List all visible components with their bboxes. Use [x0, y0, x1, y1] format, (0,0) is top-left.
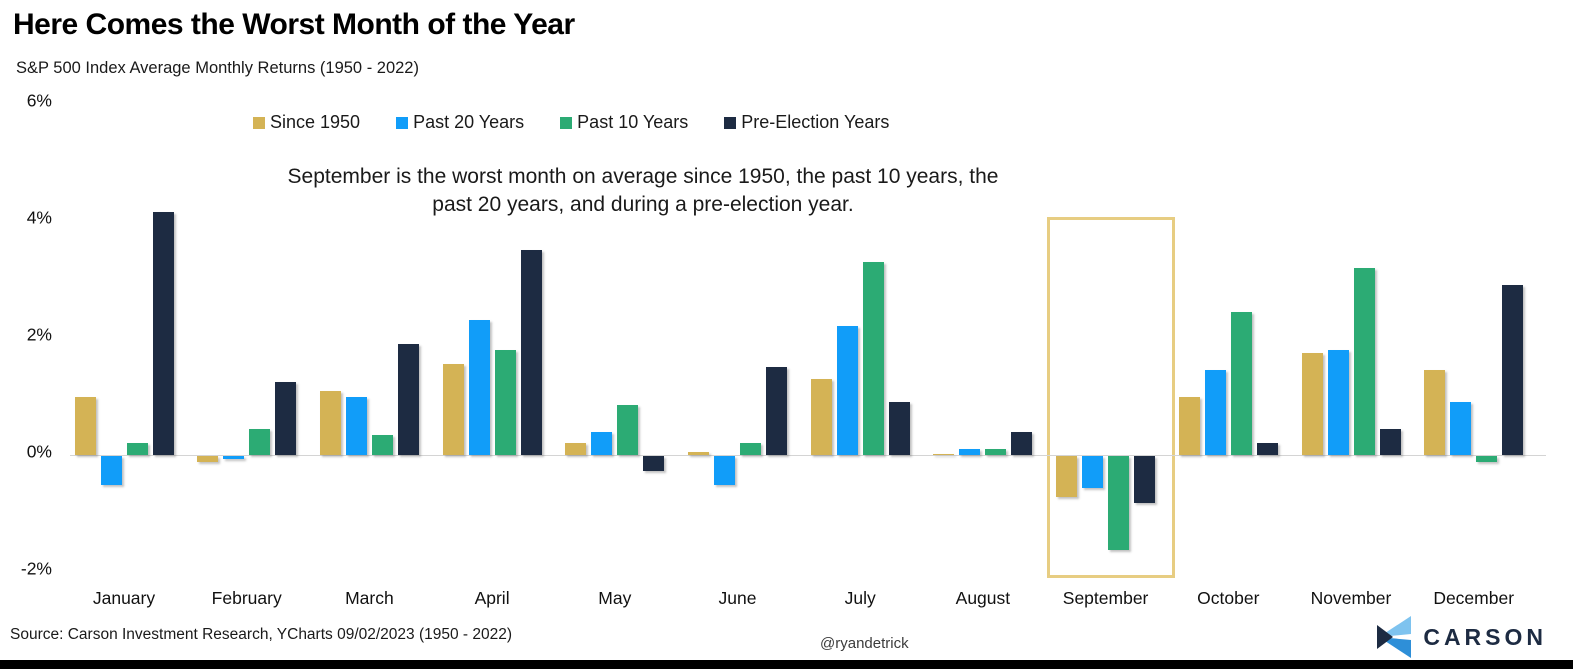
- bar-past-20-years-august: [959, 449, 981, 455]
- y-axis-tick--2-: -2%: [20, 558, 52, 579]
- bar-pre-election-years-july: [888, 402, 910, 455]
- x-axis-label-october: October: [1197, 588, 1260, 608]
- september-highlight-box: [1047, 217, 1175, 578]
- legend-item-pre-election-years: Pre-Election Years: [724, 112, 889, 133]
- bar-past-10-years-december: [1476, 456, 1498, 462]
- bar-past-20-years-april: [468, 320, 490, 455]
- bar-pre-election-years-january: [152, 212, 174, 455]
- bar-past-20-years-january: [100, 456, 122, 486]
- legend-swatch-icon: [560, 116, 573, 129]
- x-axis-label-may: May: [598, 588, 632, 608]
- bar-past-10-years-january: [126, 443, 148, 455]
- bar-past-10-years-september: [1108, 456, 1130, 550]
- x-axis-label-june: June: [718, 588, 757, 608]
- bar-past-10-years-june: [740, 443, 761, 455]
- x-axis-label-march: March: [345, 588, 394, 608]
- bar-since-1950-september: [1056, 456, 1078, 497]
- author-handle: @ryandetrick: [820, 635, 909, 652]
- bar-pre-election-years-december: [1502, 285, 1524, 455]
- bar-since-1950-march: [319, 390, 341, 455]
- bar-pre-election-years-june: [766, 367, 787, 455]
- legend-item-past-20-years: Past 20 Years: [396, 112, 524, 133]
- bar-since-1950-november: [1301, 352, 1323, 455]
- x-axis-label-august: August: [955, 588, 1011, 608]
- bar-since-1950-october: [1178, 396, 1200, 455]
- legend-swatch-icon: [724, 116, 737, 129]
- bar-past-20-years-june: [714, 456, 735, 486]
- y-axis-tick-6-: 6%: [26, 90, 52, 111]
- bar-past-10-years-march: [371, 434, 393, 455]
- x-axis-label-december: December: [1433, 588, 1515, 608]
- bar-past-10-years-february: [249, 428, 271, 455]
- bar-since-1950-december: [1424, 370, 1446, 455]
- bottom-black-strip: [0, 660, 1573, 669]
- source-note: Source: Carson Investment Research, YCha…: [10, 626, 513, 643]
- bar-since-1950-april: [442, 364, 464, 455]
- carson-logo: CARSON: [1375, 614, 1547, 660]
- bar-pre-election-years-may: [643, 456, 665, 471]
- legend-swatch-icon: [253, 116, 265, 129]
- x-axis-label-july: July: [844, 588, 876, 608]
- bar-past-10-years-july: [862, 261, 884, 455]
- bar-since-1950-july: [810, 378, 832, 455]
- chart-legend: Since 1950 Past 20 Years Past 10 Years Pre-…: [253, 112, 889, 133]
- bar-since-1950-august: [933, 454, 955, 455]
- bar-since-1950-february: [197, 456, 219, 462]
- bar-past-10-years-november: [1353, 267, 1375, 455]
- carson-wordmark: CARSON: [1423, 623, 1547, 650]
- zero-axis-line: [70, 455, 1546, 456]
- bar-past-20-years-december: [1450, 402, 1472, 455]
- bar-past-10-years-october: [1230, 311, 1252, 455]
- bar-past-20-years-march: [345, 396, 367, 455]
- bar-past-20-years-october: [1204, 370, 1226, 455]
- legend-label: Since 1950: [270, 112, 361, 132]
- legend-label: Past 20 Years: [413, 112, 525, 132]
- bar-since-1950-january: [74, 396, 96, 455]
- bar-past-10-years-august: [985, 449, 1007, 455]
- bar-past-20-years-november: [1327, 349, 1349, 455]
- carson-chevron-icon: [1377, 616, 1412, 658]
- legend-item-past-10-years: Past 10 Years: [560, 112, 688, 133]
- bar-pre-election-years-february: [275, 381, 297, 455]
- bar-past-10-years-april: [494, 349, 516, 455]
- legend-item-since-1950: Since 1950: [253, 112, 360, 133]
- bar-past-20-years-may: [591, 431, 613, 455]
- x-axis-label-january: January: [92, 588, 156, 608]
- y-axis-tick-4-: 4%: [26, 207, 52, 228]
- y-axis-tick-0-: 0%: [26, 441, 52, 462]
- bar-since-1950-may: [565, 443, 587, 455]
- bar-pre-election-years-october: [1256, 443, 1278, 455]
- x-axis-label-september: September: [1062, 588, 1149, 608]
- bar-past-20-years-september: [1082, 456, 1104, 489]
- x-axis-label-november: November: [1310, 588, 1392, 608]
- x-axis-label-february: February: [211, 588, 282, 608]
- x-axis-label-april: April: [474, 588, 510, 608]
- bar-pre-election-years-april: [520, 250, 542, 455]
- bar-pre-election-years-november: [1379, 428, 1401, 455]
- legend-label: Pre-Election Years: [741, 112, 890, 132]
- bar-past-20-years-february: [223, 456, 245, 459]
- bar-past-10-years-may: [617, 405, 639, 455]
- bar-past-20-years-july: [836, 326, 858, 455]
- chart-annotation: September is the worst month on average …: [287, 165, 999, 216]
- bar-pre-election-years-march: [397, 343, 419, 455]
- page-subtitle: S&P 500 Index Average Monthly Returns (1…: [16, 59, 419, 77]
- page-title: Here Comes the Worst Month of the Year: [13, 8, 575, 41]
- legend-label: Past 10 Years: [577, 112, 689, 132]
- bar-pre-election-years-august: [1011, 431, 1033, 455]
- y-axis-tick-2-: 2%: [26, 324, 52, 345]
- legend-swatch-icon: [396, 116, 409, 129]
- bar-pre-election-years-september: [1134, 456, 1156, 503]
- bar-since-1950-june: [688, 452, 709, 455]
